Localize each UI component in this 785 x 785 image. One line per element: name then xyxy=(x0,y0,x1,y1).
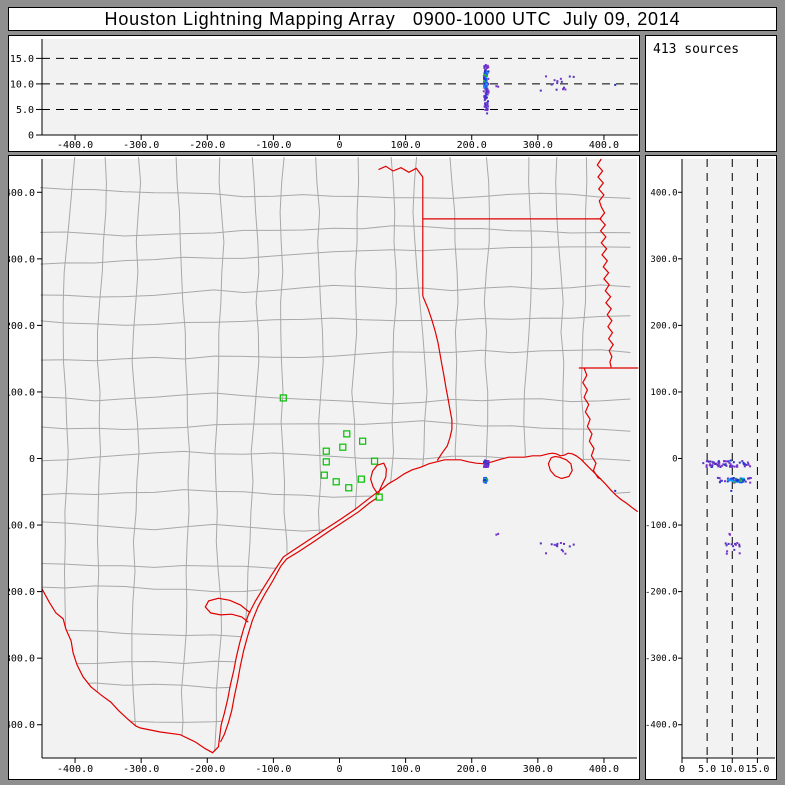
svg-text:-100.0: -100.0 xyxy=(255,140,291,151)
title-bar: Houston Lightning Mapping Array 0900-100… xyxy=(8,7,777,31)
svg-text:100.0: 100.0 xyxy=(8,387,35,398)
svg-text:0: 0 xyxy=(336,764,342,775)
lightning-sources-alt-ns xyxy=(702,459,752,555)
svg-text:300.0: 300.0 xyxy=(8,254,35,265)
svg-text:300.0: 300.0 xyxy=(523,764,553,775)
svg-text:0: 0 xyxy=(336,140,342,151)
state-borders-and-coastline xyxy=(41,158,639,754)
lightning-sources-alt-ew xyxy=(482,64,617,115)
axes: 0 5.0 10.0 15.0 -400.0 -300.0 -200.0 -100.0 0 100… xyxy=(10,39,638,151)
svg-text:200.0: 200.0 xyxy=(8,321,35,332)
altitude-vs-east-west-panel: 0 5.0 10.0 15.0 -400.0 -300.0 -200.0 -100.0 0 100… xyxy=(8,35,640,152)
axes: 400.0 300.0 200.0 100.0 0 -100.0 -200.0 -300.0 -… xyxy=(645,159,775,775)
svg-text:200.0: 200.0 xyxy=(457,764,487,775)
svg-text:-100.0: -100.0 xyxy=(645,521,678,531)
svg-text:-200.0: -200.0 xyxy=(189,764,225,775)
svg-text:400.0: 400.0 xyxy=(650,188,677,198)
dashed-altitude-gridlines xyxy=(42,57,638,110)
svg-text:5.0: 5.0 xyxy=(698,764,716,775)
svg-text:0: 0 xyxy=(679,764,685,775)
svg-text:100.0: 100.0 xyxy=(391,140,421,151)
svg-text:-200.0: -200.0 xyxy=(8,587,35,598)
svg-text:-100.0: -100.0 xyxy=(8,521,35,532)
svg-text:0: 0 xyxy=(29,454,35,465)
dashed-altitude-gridlines xyxy=(706,159,758,758)
source-count-label: 413 sources xyxy=(653,42,740,57)
svg-text:300.0: 300.0 xyxy=(650,255,677,265)
svg-text:-400.0: -400.0 xyxy=(57,764,93,775)
page-title: Houston Lightning Mapping Array 0900-100… xyxy=(104,8,681,29)
lma-stations xyxy=(279,394,383,501)
map-panel: 400.0 300.0 200.0 100.0 0 -100.0 -200.0 -300.0 -… xyxy=(8,155,640,780)
svg-text:400.0: 400.0 xyxy=(8,188,35,199)
svg-text:-300.0: -300.0 xyxy=(123,140,159,151)
source-count-box: 413 sources xyxy=(645,35,777,152)
svg-text:-400.0: -400.0 xyxy=(645,721,678,731)
svg-text:200.0: 200.0 xyxy=(457,140,487,151)
svg-text:5.0: 5.0 xyxy=(16,105,34,116)
svg-text:15.0: 15.0 xyxy=(745,764,769,775)
svg-text:0: 0 xyxy=(28,131,34,142)
svg-text:-200.0: -200.0 xyxy=(645,588,678,598)
svg-text:10.0: 10.0 xyxy=(720,764,744,775)
svg-text:-400.0: -400.0 xyxy=(57,140,93,151)
svg-text:400.0: 400.0 xyxy=(589,764,619,775)
svg-text:400.0: 400.0 xyxy=(589,140,619,151)
svg-text:-400.0: -400.0 xyxy=(8,720,35,731)
svg-text:-300.0: -300.0 xyxy=(8,654,35,665)
svg-text:-300.0: -300.0 xyxy=(645,654,678,664)
altitude-vs-north-south-panel: 400.0 300.0 200.0 100.0 0 -100.0 -200.0 -300.0 -… xyxy=(645,155,777,780)
svg-text:15.0: 15.0 xyxy=(10,54,34,65)
svg-text:0: 0 xyxy=(672,455,677,465)
svg-text:-100.0: -100.0 xyxy=(255,764,291,775)
svg-text:100.0: 100.0 xyxy=(391,764,421,775)
axes: 400.0 300.0 200.0 100.0 0 -100.0 -200.0 -300.0 -… xyxy=(8,159,637,775)
lightning-sources-plan-view xyxy=(482,459,617,555)
svg-text:-300.0: -300.0 xyxy=(123,764,159,775)
svg-text:300.0: 300.0 xyxy=(523,140,553,151)
svg-text:100.0: 100.0 xyxy=(650,388,677,398)
svg-text:-200.0: -200.0 xyxy=(189,140,225,151)
svg-text:200.0: 200.0 xyxy=(650,321,677,331)
svg-text:10.0: 10.0 xyxy=(10,79,34,90)
